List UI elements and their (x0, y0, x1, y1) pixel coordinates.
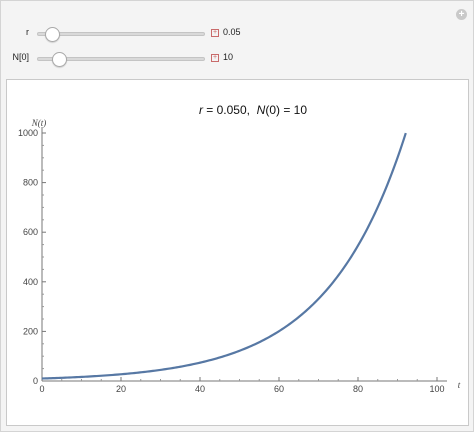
x-axis-label: t (458, 380, 461, 390)
x-tick-label: 100 (429, 384, 444, 394)
n0-slider-track[interactable] (37, 57, 205, 61)
r-control-row: r + 0.05 (1, 23, 474, 43)
add-icon[interactable]: + (456, 9, 467, 20)
y-tick-label: 0 (33, 376, 38, 386)
title-n-value: (0) = 10 (265, 103, 307, 117)
n0-control-row: N[0] + 10 (1, 48, 474, 68)
y-tick-label: 400 (23, 277, 38, 287)
n0-expand-icon[interactable]: + (211, 54, 219, 62)
x-tick-label: 60 (274, 384, 284, 394)
y-tick-label: 1000 (18, 128, 38, 138)
r-slider-label: r (26, 27, 29, 37)
x-tick-label: 20 (116, 384, 126, 394)
r-slider-thumb[interactable] (44, 27, 60, 42)
title-r-value: = 0.050, (203, 103, 257, 117)
growth-curve (41, 132, 407, 380)
x-tick-label: 40 (195, 384, 205, 394)
title-r-label: r (199, 103, 204, 117)
title-n-label: N (257, 103, 266, 117)
r-slider-track[interactable] (37, 32, 205, 36)
y-tick-label: 200 (23, 326, 38, 336)
n0-value-display: 10 (223, 52, 234, 62)
chart-title: r = 0.050, N(0) = 10 (199, 103, 307, 117)
r-expand-icon[interactable]: + (211, 29, 219, 37)
y-axis-label: N(t) (31, 118, 47, 128)
growth-chart: r = 0.050, N(0) = 10 0 20 40 60 80 1000200400… (18, 103, 461, 394)
x-tick-label: 0 (39, 384, 44, 394)
plot-panel: r = 0.050, N(0) = 10 0 20 40 60 80 100 0 200 400… (6, 79, 469, 426)
n0-slider-label: N[0] (12, 52, 29, 62)
x-tick-label: 80 (353, 384, 363, 394)
r-value-display: 0.05 (223, 27, 241, 37)
n0-slider-thumb[interactable] (52, 52, 68, 67)
y-tick-label: 600 (23, 227, 38, 237)
y-tick-label: 800 (23, 178, 38, 188)
